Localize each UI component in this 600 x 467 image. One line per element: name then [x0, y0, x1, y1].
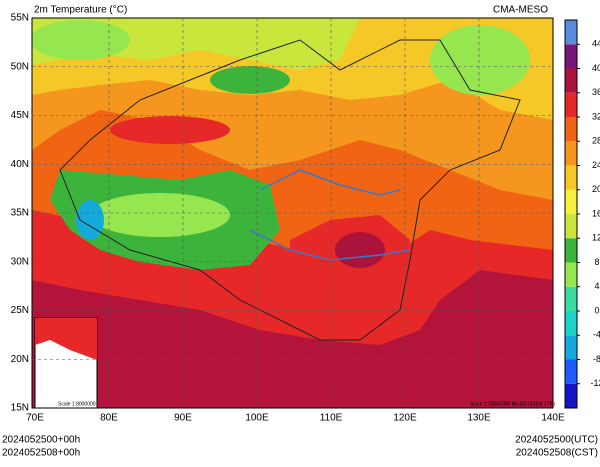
colorbar-label: 20: [592, 184, 600, 194]
latitude-label: 40N: [11, 159, 29, 170]
colorbar-segment: [565, 68, 577, 93]
river: [249, 229, 411, 261]
latitude-label: 20N: [11, 354, 29, 365]
colorbar-segment: [565, 359, 577, 384]
colorbar-label: 4: [594, 281, 599, 291]
longitude-label: 100E: [245, 413, 269, 424]
colorbar-label: -12: [590, 378, 600, 388]
footer-text: 2024052508+00h: [2, 448, 80, 459]
longitude-label: 70E: [26, 413, 44, 424]
river: [259, 169, 401, 196]
colorbar-segment: [565, 165, 577, 190]
latitude-label: 35N: [11, 208, 29, 219]
source-label: CMA-MESO: [493, 5, 548, 16]
colorbar-segment: [565, 44, 577, 69]
footer-text: 2024052500+00h: [2, 435, 80, 446]
colorbar-segment: [565, 92, 577, 117]
colorbar-segment: [565, 286, 577, 311]
colorbar-segment: [565, 383, 577, 408]
colorbar-segment: [565, 141, 577, 166]
latitude-label: 45N: [11, 110, 29, 121]
latitude-label: 50N: [11, 61, 29, 72]
inset-scale: Scale 1:8000000: [58, 401, 96, 407]
footer-text: 2024052508(CST): [516, 448, 598, 459]
colorbar-label: 12: [592, 233, 600, 243]
colorbar-segment: [565, 335, 577, 360]
colorbar-segment: [565, 311, 577, 336]
colorbar-label: 28: [592, 136, 600, 146]
colorbar-label: 0: [594, 305, 599, 315]
latitude-label: 25N: [11, 305, 29, 316]
colorbar-label: 32: [592, 111, 600, 121]
colorbar-segment: [565, 214, 577, 239]
longitude-label: 90E: [174, 413, 192, 424]
longitude-label: 120E: [393, 413, 417, 424]
longitude-label: 80E: [100, 413, 118, 424]
colorbar-label: 44: [592, 39, 600, 49]
colorbar-segment: [565, 20, 577, 45]
colorbar-segment: [565, 189, 577, 214]
colorbar-segment: [565, 117, 577, 142]
latitude-label: 15N: [11, 403, 29, 414]
latitude-label: 55N: [11, 13, 29, 24]
longitude-label: 130E: [467, 413, 491, 424]
colorbar-label: 36: [592, 87, 600, 97]
colorbar-label: 8: [594, 257, 599, 267]
map-scale: Scale 1:28000000 No.GS (2019) 1786: [470, 401, 555, 407]
colorbar-label: 40: [592, 63, 600, 73]
colorbar-label: -8: [593, 354, 600, 364]
colorbar-segment: [565, 238, 577, 263]
colorbar-label: -4: [593, 330, 600, 340]
longitude-label: 110E: [320, 413, 343, 424]
colorbar-label: 16: [592, 208, 600, 218]
colorbar-segment: [565, 262, 577, 287]
longitude-label: 140E: [541, 413, 565, 424]
colorbar-label: 24: [592, 160, 600, 170]
footer-text: 2024052500(UTC): [515, 435, 598, 446]
latitude-label: 30N: [11, 256, 29, 267]
country-border: [59, 39, 521, 341]
map-title: 2m Temperature (°C): [34, 5, 127, 16]
